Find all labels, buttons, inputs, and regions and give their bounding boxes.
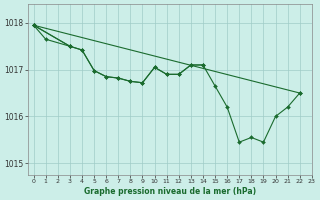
X-axis label: Graphe pression niveau de la mer (hPa): Graphe pression niveau de la mer (hPa) <box>84 187 256 196</box>
